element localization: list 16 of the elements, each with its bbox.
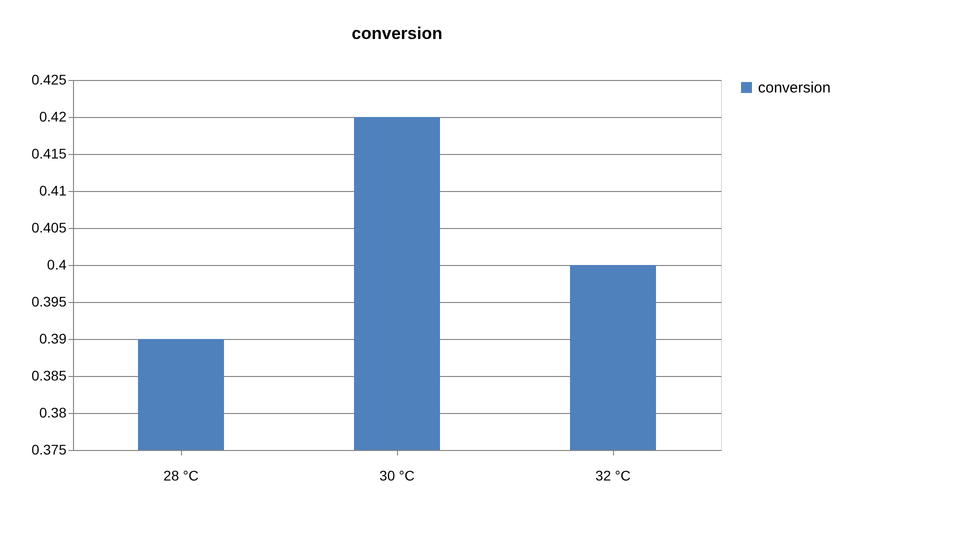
y-tick-label: 0.425	[31, 72, 67, 88]
x-tick-label: 30 °C	[379, 468, 415, 484]
y-tick-label: 0.405	[31, 220, 67, 236]
y-tick-label: 0.38	[39, 404, 67, 420]
chart-title: conversion	[352, 24, 442, 43]
x-tick-label: 28 °C	[163, 468, 199, 484]
y-tick-label: 0.375	[31, 442, 67, 458]
legend-label: conversion	[758, 80, 831, 96]
y-tick-label: 0.4	[47, 256, 67, 272]
y-tick-label: 0.39	[39, 330, 67, 346]
x-tick-label: 32 °C	[595, 468, 631, 484]
y-tick-label: 0.415	[31, 146, 67, 162]
y-tick-label: 0.42	[39, 108, 67, 124]
y-tick-label: 0.385	[31, 368, 67, 384]
y-tick-label: 0.395	[31, 294, 67, 310]
y-tick-label: 0.41	[39, 182, 67, 198]
